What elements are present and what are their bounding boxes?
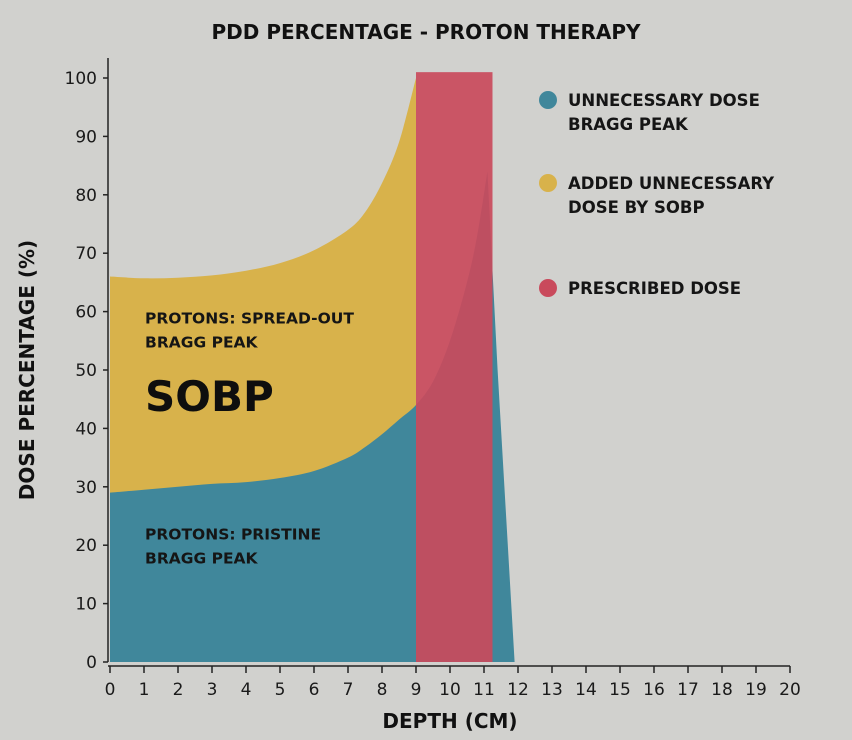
y-tick-label: 30: [75, 478, 97, 498]
legend-swatch: [539, 174, 557, 192]
x-tick-label: 4: [241, 680, 252, 700]
bragg-peak-area: [110, 171, 515, 662]
chart-title: PDD PERCENTAGE - PROTON THERAPY: [212, 20, 641, 44]
x-tick-label: 17: [677, 680, 699, 700]
legend-item: ADDED UNNECESSARY DOSE BY SOBP: [539, 174, 775, 217]
x-tick-label: 20: [779, 680, 801, 700]
x-tick-label: 15: [609, 680, 631, 700]
y-tick-label: 80: [75, 186, 97, 206]
x-tick-label: 8: [377, 680, 388, 700]
annotation-text: PROTONS: SPREAD-OUT: [145, 309, 354, 327]
x-tick-label: 10: [439, 680, 461, 700]
x-tick-label: 11: [473, 680, 495, 700]
x-tick-label: 19: [745, 680, 767, 700]
x-tick-label: 16: [643, 680, 665, 700]
y-tick-label: 0: [86, 653, 97, 673]
legend-label: BRAGG PEAK: [568, 115, 689, 134]
annotation-text: BRAGG PEAK: [145, 333, 259, 351]
x-axis-title: DEPTH (CM): [382, 709, 517, 733]
legend-label: DOSE BY SOBP: [568, 198, 705, 217]
legend-label: ADDED UNNECESSARY: [568, 174, 775, 193]
x-tick-label: 2: [173, 680, 184, 700]
legend-label: PRESCRIBED DOSE: [568, 279, 741, 298]
y-tick-label: 10: [75, 595, 97, 615]
x-tick-label: 13: [541, 680, 563, 700]
x-tick-label: 14: [575, 680, 597, 700]
y-tick-label: 90: [75, 127, 97, 147]
y-tick-label: 70: [75, 244, 97, 264]
legend-item: PRESCRIBED DOSE: [539, 279, 741, 298]
legend-item: UNNECESSARY DOSE BRAGG PEAK: [539, 91, 760, 134]
annotation-text: BRAGG PEAK: [145, 549, 259, 567]
y-tick-label: 50: [75, 361, 97, 381]
x-tick-label: 6: [309, 680, 320, 700]
legend-swatch: [539, 91, 557, 109]
y-tick-label: 100: [65, 69, 97, 89]
x-tick-label: 18: [711, 680, 733, 700]
legend-swatch: [539, 279, 557, 297]
sobp-label: SOBP: [145, 372, 274, 421]
x-tick-label: 1: [139, 680, 150, 700]
x-tick-label: 12: [507, 680, 529, 700]
y-tick-label: 60: [75, 303, 97, 323]
y-tick-label: 40: [75, 419, 97, 439]
x-tick-label: 5: [275, 680, 286, 700]
y-tick-label: 20: [75, 536, 97, 556]
x-tick-label: 3: [207, 680, 218, 700]
annotations: PROTONS: SPREAD-OUT BRAGG PEAK SOBP PROTONS…: [145, 309, 354, 567]
x-tick-label: 0: [105, 680, 116, 700]
legend: UNNECESSARY DOSE BRAGG PEAK ADDED UNNECESS…: [539, 91, 775, 298]
legend-label: UNNECESSARY DOSE: [568, 91, 760, 110]
annotation-text: PROTONS: PRISTINE: [145, 525, 321, 543]
x-tick-label: 9: [411, 680, 422, 700]
plot-areas: [110, 72, 515, 662]
prescribed-dose-area: [416, 72, 493, 662]
x-tick-label: 7: [343, 680, 354, 700]
y-axis-title: DOSE PERCENTAGE (%): [15, 240, 39, 500]
